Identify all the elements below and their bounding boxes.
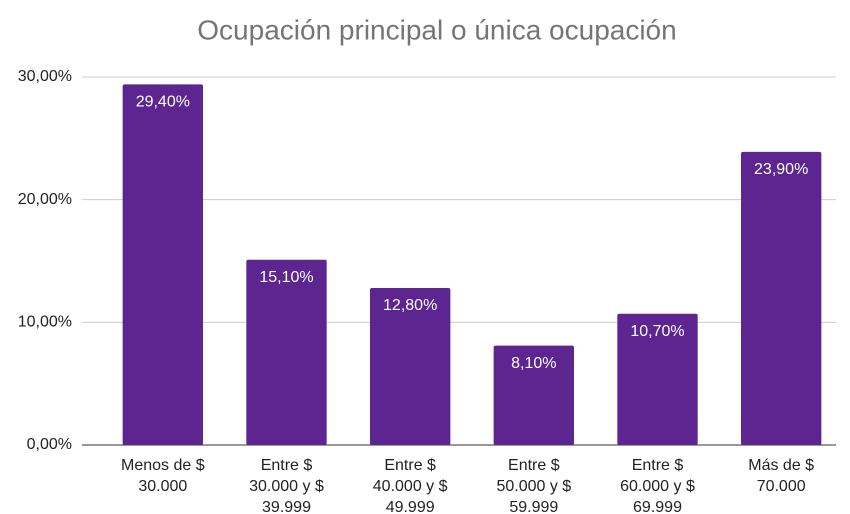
y-tick-label: 10,00% [18, 314, 72, 331]
data-label: 15,10% [259, 269, 313, 286]
x-tick-label: Entre $ 60.000 y $ 69.999 [620, 457, 695, 514]
bar [740, 151, 822, 445]
data-label: 12,80% [383, 297, 437, 314]
x-tick-label: Entre $ 50.000 y $ 59.999 [496, 457, 572, 514]
data-label: 10,70% [630, 323, 684, 340]
bar [369, 287, 451, 445]
y-tick-label: 20,00% [18, 191, 72, 208]
x-tick-label: Entre $ 30.000 y $ 39.999 [249, 457, 324, 514]
x-tick-label: Menos de $ 30.000 [121, 457, 205, 495]
chart-title: Ocupación principal o única ocupación [197, 14, 676, 45]
y-tick-label: 30,00% [18, 68, 72, 85]
x-tick-label: Entre $ 40.000 y $ 49.999 [372, 457, 448, 514]
bar [493, 345, 575, 445]
bar [122, 84, 204, 446]
bar [617, 313, 698, 445]
y-tick-label: 0,00% [27, 436, 72, 453]
data-label: 29,40% [136, 94, 190, 111]
x-tick-label: Más de $ 70.000 [748, 457, 815, 495]
bar [246, 259, 327, 445]
data-label: 23,90% [754, 161, 808, 178]
data-label: 8,10% [511, 355, 556, 372]
